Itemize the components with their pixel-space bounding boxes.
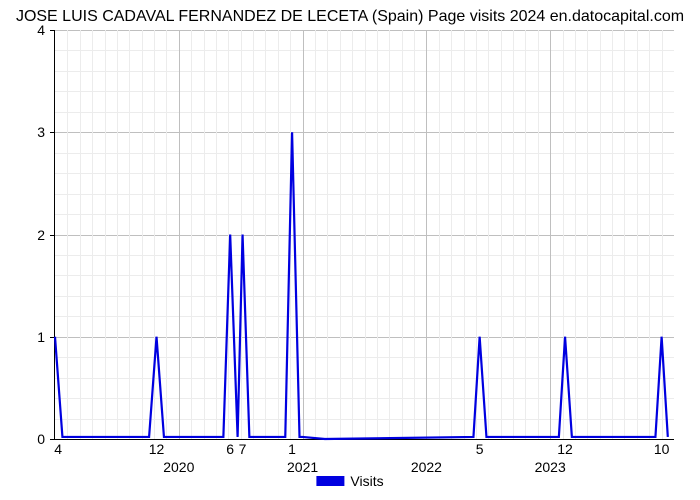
xtick-year-label: 2021 [287,459,318,475]
chart-container: JOSE LUIS CADAVAL FERNANDEZ DE LECETA (S… [0,0,700,500]
series-line [55,30,674,439]
xtick-year-label: 2020 [163,459,194,475]
ytick-mark [50,439,55,440]
legend: Visits [316,473,383,489]
legend-swatch [316,476,344,486]
xtick-year-label: 2022 [411,459,442,475]
chart-title: JOSE LUIS CADAVAL FERNANDEZ DE LECETA (S… [0,8,700,26]
xtick-year-label: 2023 [535,459,566,475]
plot-area: 01234202020212022202341267151210 [54,30,674,440]
ytick-label: 4 [37,22,45,38]
ytick-label: 2 [37,227,45,243]
ytick-label: 1 [37,329,45,345]
ytick-label: 3 [37,124,45,140]
legend-label: Visits [350,473,383,489]
ytick-label: 0 [37,431,45,447]
